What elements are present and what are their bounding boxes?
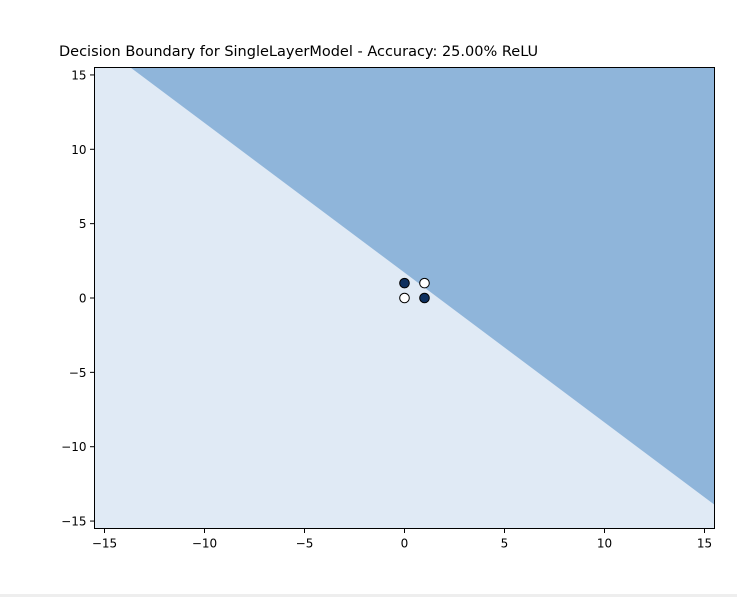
y-tick-label: 10 xyxy=(71,143,86,157)
data-points xyxy=(399,277,430,304)
x-tick-label: 0 xyxy=(401,537,409,551)
y-tick-label: 15 xyxy=(71,68,86,82)
x-tick-label: −10 xyxy=(192,537,217,551)
x-tick-label: −15 xyxy=(92,537,117,551)
data-point-3 xyxy=(419,277,430,289)
data-point-0 xyxy=(399,292,410,304)
y-axis-ticks: −15 −10 −5 0 5 10 15 xyxy=(61,68,95,529)
y-tick-label: 5 xyxy=(79,217,87,231)
y-tick-label: −10 xyxy=(61,440,86,454)
y-tick-label: −15 xyxy=(61,515,86,529)
y-tick-label: 0 xyxy=(79,292,87,306)
y-tick-label: −5 xyxy=(69,366,87,380)
x-axis-ticks: −15 −10 −5 0 5 10 15 xyxy=(92,528,712,551)
x-tick-label: 10 xyxy=(597,537,612,551)
x-tick-label: 5 xyxy=(501,537,509,551)
bottom-divider xyxy=(0,594,737,597)
data-point-2 xyxy=(419,292,430,304)
x-tick-label: 15 xyxy=(697,537,712,551)
data-point-1 xyxy=(399,277,410,289)
x-tick-label: −5 xyxy=(296,537,314,551)
chart-title: Decision Boundary for SingleLayerModel -… xyxy=(59,44,538,60)
